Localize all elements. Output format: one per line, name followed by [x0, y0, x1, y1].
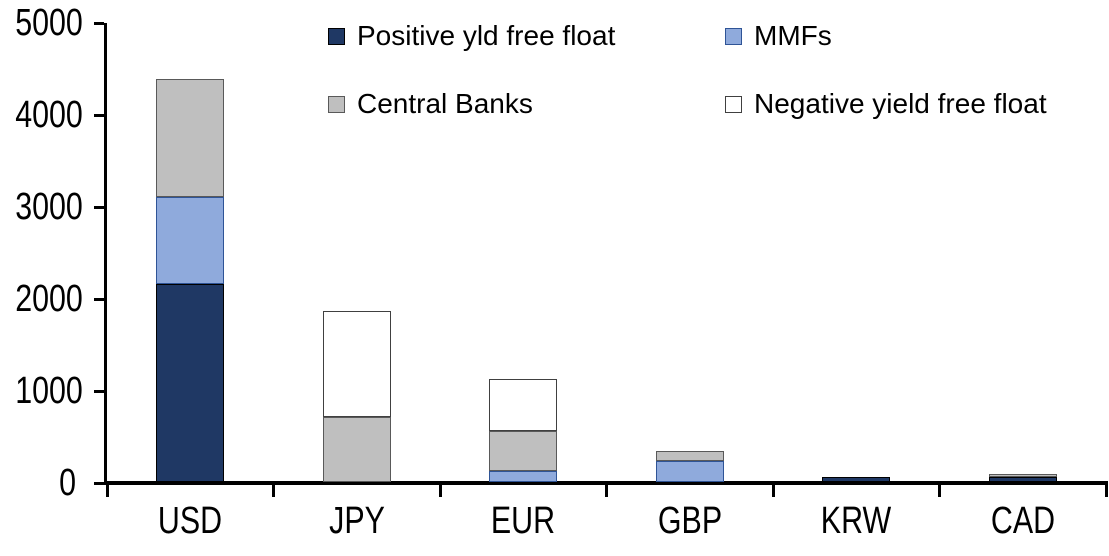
bar-segment-gbp-central-banks: [655, 450, 724, 461]
y-axis-tick-label: 4000: [15, 94, 83, 136]
y-axis-tick-label: 5000: [15, 2, 83, 44]
y-axis-tick-label: 3000: [15, 186, 83, 228]
x-axis-category-label: GBP: [657, 500, 722, 542]
legend-swatch-negative-yield-free-float: [725, 95, 742, 113]
legend-label: Positive yld free float: [357, 20, 616, 51]
y-axis-tick: [94, 297, 104, 301]
bar-segment-jpy-central-banks: [322, 416, 391, 482]
y-axis-tick: [94, 389, 104, 393]
legend-item-central-banks: Central Banks: [328, 87, 533, 121]
x-axis-tick: [1104, 483, 1108, 497]
legend-item-negative-yield-free-float: Negative yield free float: [725, 87, 1047, 121]
y-axis-tick-label: 2000: [15, 278, 83, 320]
y-axis-tick-label: 0: [59, 462, 76, 504]
x-axis-tick: [105, 483, 109, 497]
x-axis-category-label: CAD: [990, 500, 1055, 542]
x-axis-category-label: JPY: [328, 500, 385, 542]
legend-item-positive-yld-free-float: Positive yld free float: [328, 19, 615, 53]
legend-label: Negative yield free float: [754, 88, 1047, 119]
y-axis-tick: [94, 481, 104, 485]
y-axis-tick-label: 1000: [15, 370, 83, 412]
bar-segment-cad-positive-yld-free-float: [988, 476, 1057, 482]
x-axis-tick: [938, 483, 941, 497]
bar-segment-usd-mmfs: [156, 196, 225, 285]
legend-swatch-central-banks: [328, 95, 345, 113]
x-axis-tick: [438, 483, 442, 497]
y-axis-tick: [94, 113, 104, 117]
bar-segment-eur-negative-yield-free-float: [489, 378, 558, 432]
bar-segment-cad-central-banks: [988, 474, 1057, 477]
x-axis-category-label: USD: [158, 500, 223, 542]
legend-swatch-positive-yld-free-float: [328, 27, 345, 45]
x-axis-tick: [771, 483, 775, 497]
y-axis-tick: [94, 205, 104, 209]
y-axis-line: [104, 23, 107, 483]
x-axis-tick: [272, 483, 275, 497]
bar-segment-usd-positive-yld-free-float: [156, 284, 225, 482]
x-axis-category-label: EUR: [491, 500, 556, 542]
bar-segment-eur-mmfs: [489, 470, 558, 482]
x-axis-category-label: KRW: [821, 500, 892, 542]
legend-label: MMFs: [754, 20, 832, 51]
bar-segment-usd-central-banks: [156, 79, 225, 197]
bar-segment-jpy-negative-yield-free-float: [322, 310, 391, 417]
y-axis-tick: [94, 21, 104, 25]
legend-swatch-mmfs: [725, 27, 742, 45]
x-axis-tick: [605, 483, 608, 497]
legend-label: Central Banks: [357, 88, 533, 119]
legend-item-mmfs: MMFs: [725, 19, 832, 53]
bar-segment-gbp-mmfs: [655, 460, 724, 482]
bar-segment-krw-positive-yld-free-float: [822, 477, 891, 482]
bar-segment-eur-central-banks: [489, 431, 558, 471]
